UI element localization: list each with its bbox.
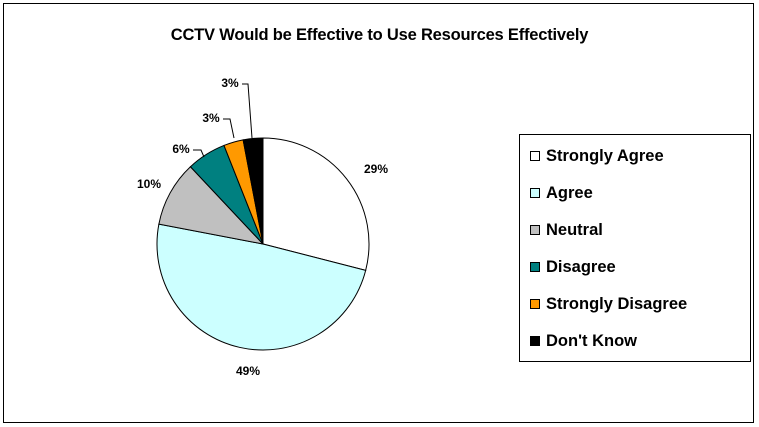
slice-label: 10%	[137, 177, 161, 191]
legend-label: Neutral	[546, 220, 603, 239]
legend-label: Strongly Agree	[546, 146, 664, 165]
legend-label: Agree	[546, 183, 593, 202]
legend-label: Strongly Disagree	[546, 294, 688, 313]
leader-line	[223, 118, 235, 139]
legend-label: Disagree	[546, 257, 616, 276]
chart-frame: CCTV Would be Effective to Use Resources…	[3, 3, 754, 423]
leader-line	[242, 83, 253, 139]
leader-line	[193, 149, 205, 158]
pie-slice-agree	[156, 223, 367, 351]
legend-item: Disagree	[530, 254, 616, 280]
slice-label: 3%	[221, 76, 239, 90]
slice-label: 6%	[172, 142, 190, 156]
slice-label: 29%	[364, 162, 388, 176]
legend-item: Strongly Agree	[530, 143, 664, 169]
chart-title: CCTV Would be Effective to Use Resources…	[170, 26, 589, 44]
legend-swatch	[530, 299, 540, 309]
slice-label: 3%	[202, 111, 220, 125]
legend-swatch	[530, 336, 540, 346]
legend-item: Strongly Disagree	[530, 291, 687, 317]
legend-swatch	[530, 151, 540, 161]
legend-item: Agree	[530, 180, 593, 206]
pie-slice-strongly-agree	[262, 137, 370, 271]
legend-item: Don't Know	[530, 328, 637, 354]
slice-label: 49%	[236, 364, 260, 378]
legend-swatch	[530, 262, 540, 272]
pie-chart: 29% 49% 10% 6% 3% 3%	[137, 76, 388, 378]
legend: Strongly Agree Agree Neutral Disagree Strong…	[519, 134, 751, 362]
legend-swatch	[530, 225, 540, 235]
legend-item: Neutral	[530, 217, 603, 243]
pie-slice-don-t-know	[242, 137, 264, 245]
legend-swatch	[530, 188, 540, 198]
legend-label: Don't Know	[546, 331, 637, 350]
